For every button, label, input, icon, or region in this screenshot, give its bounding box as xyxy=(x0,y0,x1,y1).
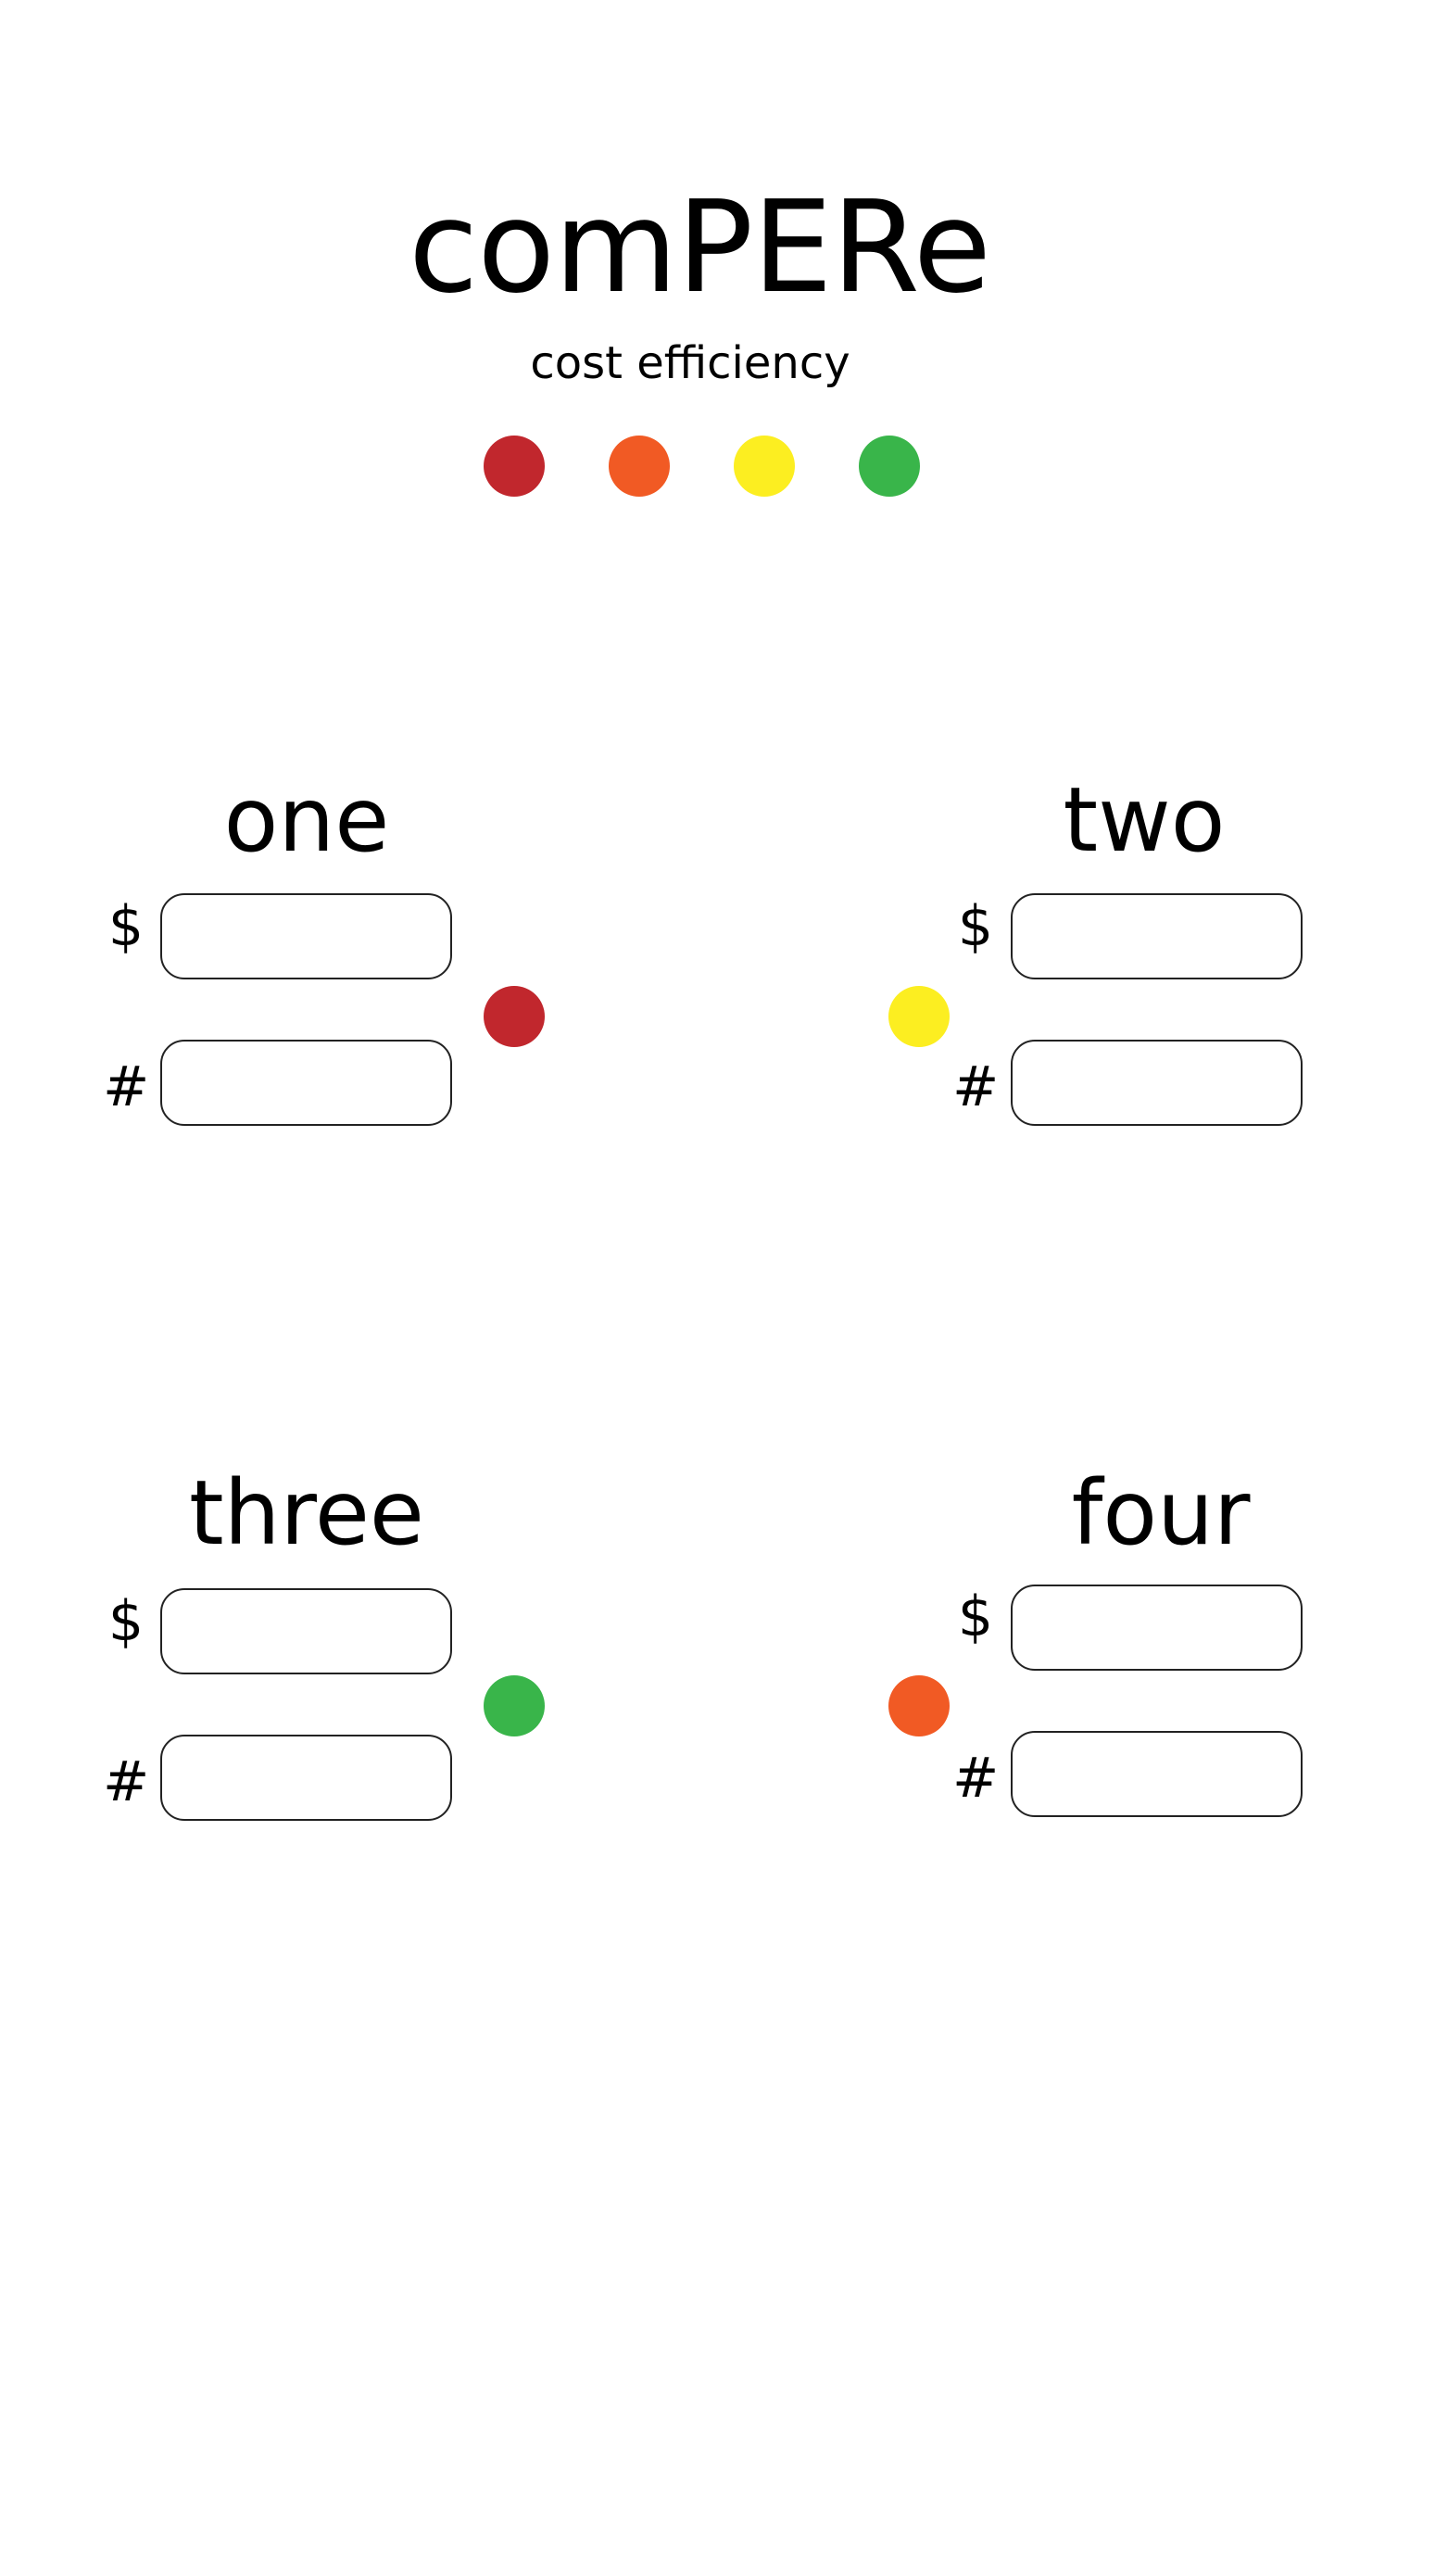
section-four-title: four xyxy=(1071,1461,1251,1565)
section-three-cost-input[interactable] xyxy=(160,1588,452,1674)
app-title: comPERe xyxy=(408,174,991,322)
section-two-efficiency-indicator xyxy=(888,986,950,1047)
section-two-cost-symbol: $ xyxy=(957,894,994,959)
section-four-count-symbol: # xyxy=(952,1746,1000,1811)
section-one-efficiency-indicator xyxy=(484,986,545,1047)
section-two-title: two xyxy=(1063,768,1226,872)
section-one-cost-symbol: $ xyxy=(107,894,145,959)
app-subtitle: cost efficiency xyxy=(530,337,850,389)
section-two-count-symbol: # xyxy=(952,1054,1000,1119)
section-one-title: one xyxy=(223,768,390,872)
section-four-cost-input[interactable] xyxy=(1011,1585,1303,1671)
section-three-count-input[interactable] xyxy=(160,1735,452,1821)
section-three-count-symbol: # xyxy=(103,1749,150,1814)
section-three-title: three xyxy=(189,1461,424,1565)
section-four-efficiency-indicator xyxy=(888,1675,950,1736)
legend-dot-yellow xyxy=(734,436,795,497)
section-two-count-input[interactable] xyxy=(1011,1040,1303,1126)
section-four-cost-symbol: $ xyxy=(957,1585,994,1649)
section-one-cost-input[interactable] xyxy=(160,893,452,979)
section-three-cost-symbol: $ xyxy=(107,1589,145,1654)
legend-dot-red xyxy=(484,436,545,497)
section-four-count-input[interactable] xyxy=(1011,1731,1303,1817)
section-one-count-input[interactable] xyxy=(160,1040,452,1126)
legend-dot-green xyxy=(859,436,920,497)
section-two-cost-input[interactable] xyxy=(1011,893,1303,979)
section-one-count-symbol: # xyxy=(103,1054,150,1119)
section-three-efficiency-indicator xyxy=(484,1675,545,1736)
legend-dot-orange xyxy=(609,436,670,497)
